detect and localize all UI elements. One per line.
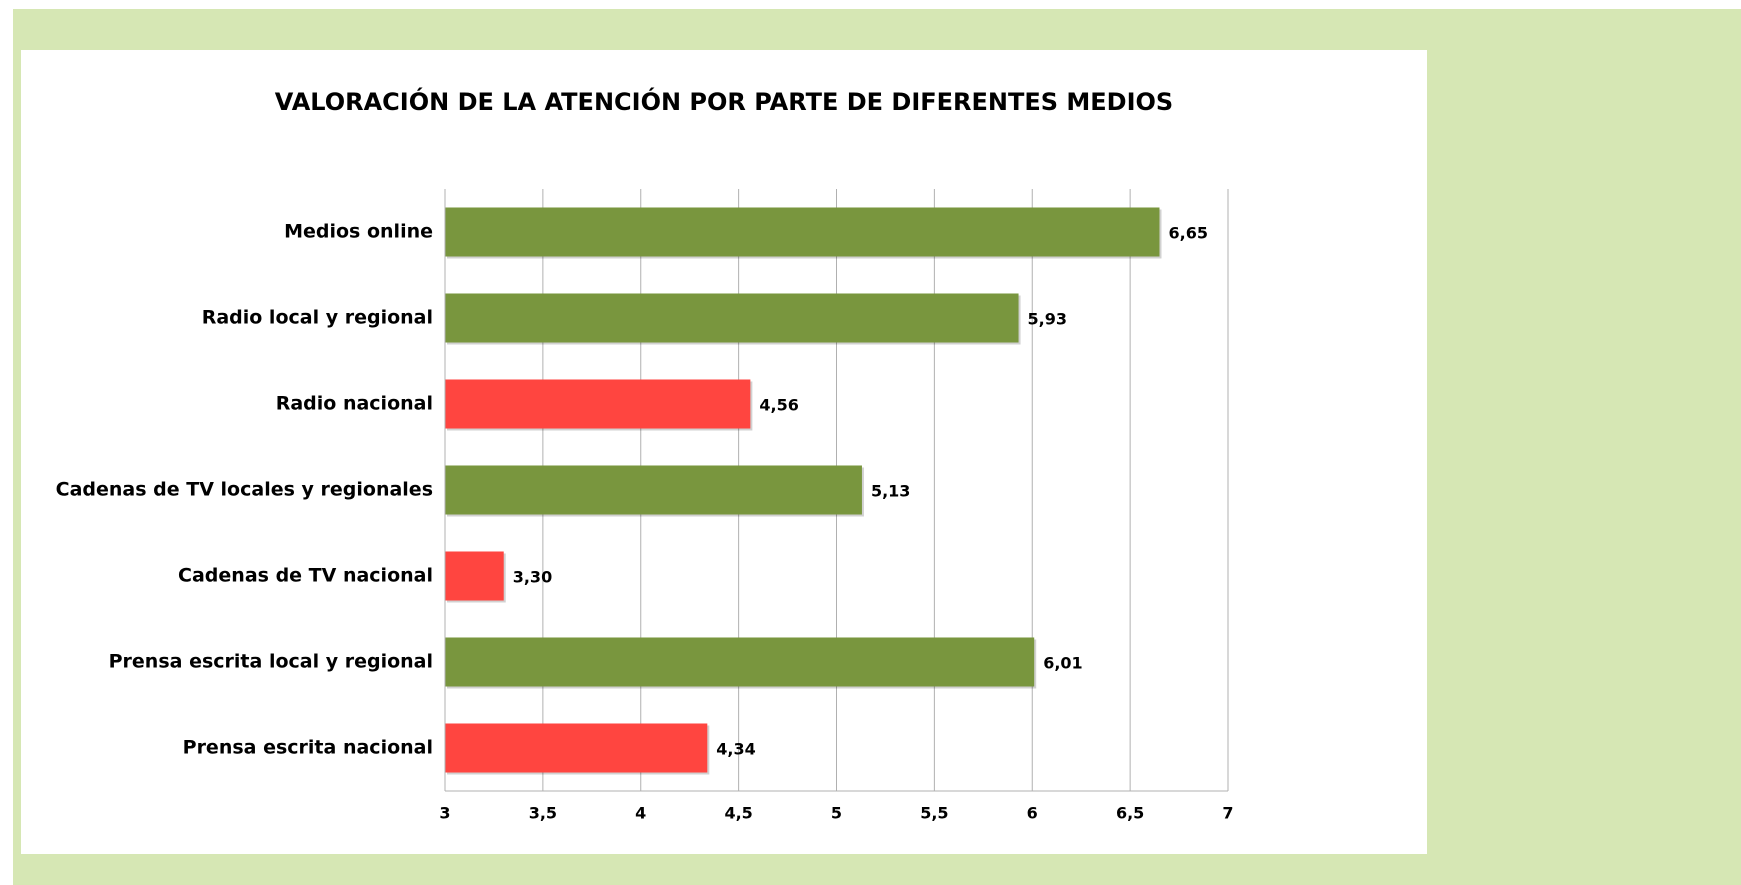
x-tick-label: 7 [1222,804,1233,823]
x-tick-label: 4,5 [724,804,752,823]
y-tick-label: Radio nacional [276,393,433,415]
x-tick-label: 6 [1027,804,1038,823]
y-tick-label: Cadenas de TV locales y regionales [56,479,433,501]
y-tick-label: Prensa escrita local y regional [109,651,433,673]
value-label: 5,93 [1028,310,1067,329]
value-label: 3,30 [513,568,552,587]
x-tick-label: 3,5 [529,804,557,823]
bar [445,723,708,773]
x-tick-label: 3 [439,804,450,823]
x-tick-label: 6,5 [1116,804,1144,823]
x-tick-label: 4 [635,804,646,823]
bar [445,551,504,601]
bar [445,465,862,515]
y-tick-label: Cadenas de TV nacional [178,565,433,587]
x-tick-label: 5 [831,804,842,823]
value-label: 4,34 [716,740,755,759]
bar [445,637,1035,687]
value-label: 6,01 [1043,654,1082,673]
y-tick-label: Radio local y regional [202,307,433,329]
bar [445,293,1019,343]
value-label: 5,13 [871,482,910,501]
y-tick-label: Prensa escrita nacional [183,737,433,759]
bar [445,379,751,429]
chart-panel [21,50,1427,854]
x-tick-label: 5,5 [920,804,948,823]
value-label: 4,56 [759,396,798,415]
bar [445,207,1160,257]
chart-title: VALORACIÓN DE LA ATENCIÓN POR PARTE DE D… [275,86,1173,116]
value-label: 6,65 [1168,224,1207,243]
y-tick-label: Medios online [284,221,433,243]
